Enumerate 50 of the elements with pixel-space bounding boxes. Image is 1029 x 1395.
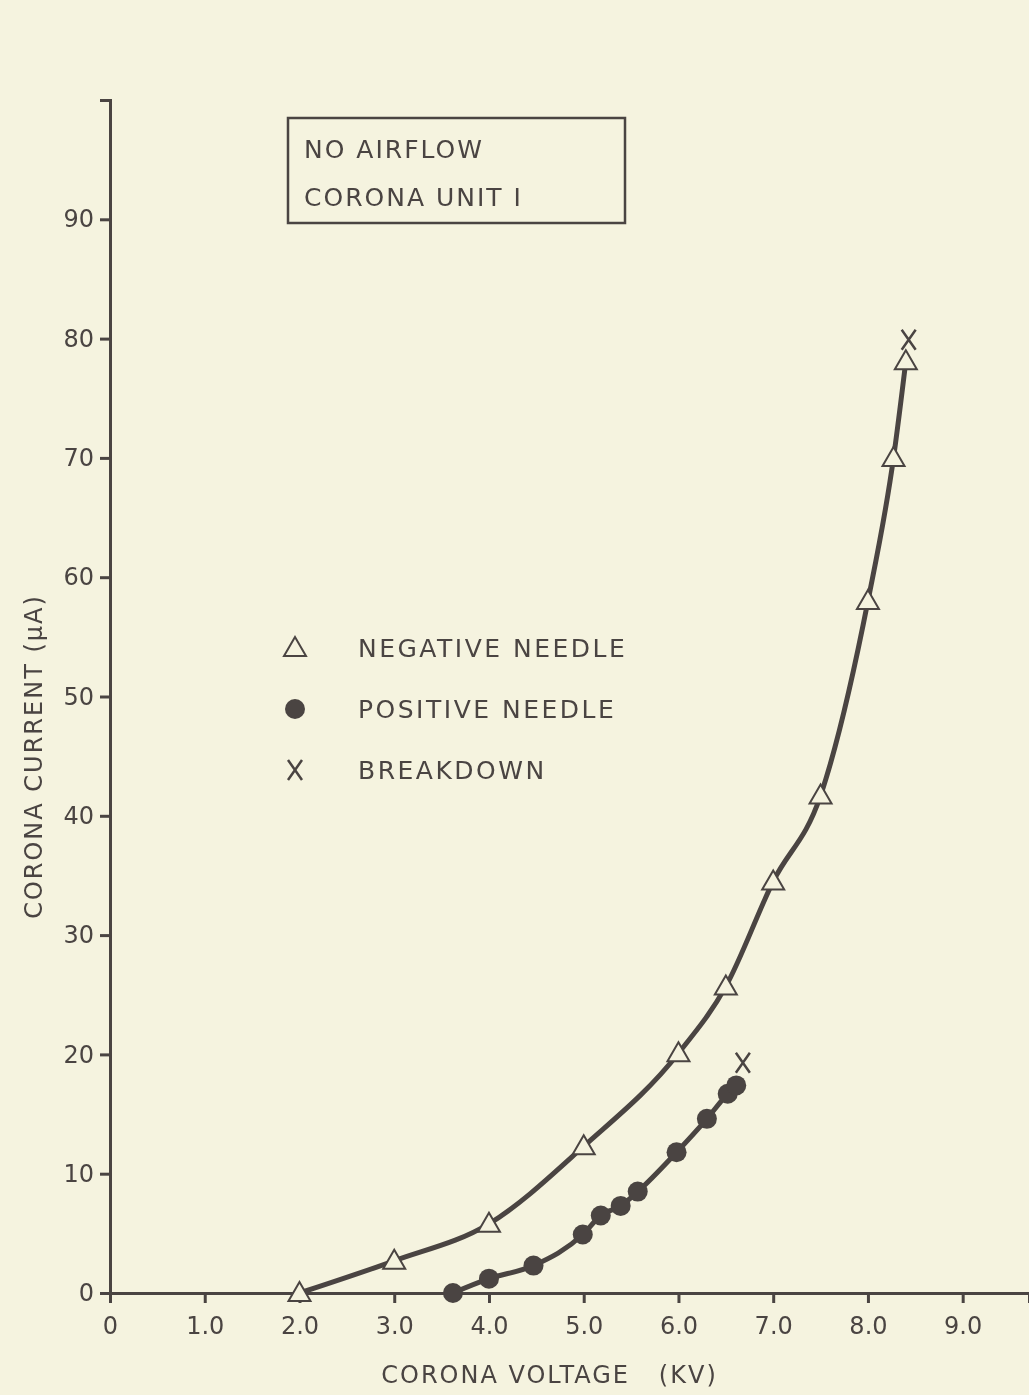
x-tick-label: 4.0 <box>470 1312 509 1341</box>
annotation: NO AIRFLOW <box>304 135 484 164</box>
point <box>523 1255 544 1276</box>
x-tick-label: 1.0 <box>186 1312 225 1341</box>
y-tick-label: 70 <box>63 444 94 473</box>
y-tick-label: 0 <box>78 1279 94 1308</box>
y-tick-label: 90 <box>63 205 94 234</box>
y-tick-label: 20 <box>63 1040 94 1069</box>
point <box>808 783 833 805</box>
point <box>893 349 918 371</box>
y-axis-title: CORONA CURRENT (μA) <box>20 594 48 919</box>
point <box>571 1134 596 1156</box>
x-tick-label: 6.0 <box>659 1312 699 1341</box>
point <box>572 1224 593 1245</box>
point <box>855 589 880 611</box>
y-tick-label: 30 <box>63 921 94 950</box>
point <box>627 1181 648 1202</box>
point <box>761 869 786 891</box>
point <box>696 1108 717 1129</box>
legend-label: BREAKDOWN <box>358 755 547 785</box>
y-tick-label: 10 <box>63 1159 94 1188</box>
annotation: CORONA UNIT I <box>304 183 523 212</box>
point <box>713 974 738 996</box>
point <box>900 328 917 352</box>
y-tick-label: 40 <box>63 801 94 830</box>
x-tick-label: 7.0 <box>754 1312 793 1341</box>
x-tick-label: 8.0 <box>849 1312 888 1341</box>
point <box>382 1248 407 1270</box>
point <box>476 1211 501 1233</box>
point <box>478 1268 499 1289</box>
legend-label: NEGATIVE NEEDLE <box>358 633 628 663</box>
x-tick-label: 5.0 <box>565 1312 604 1341</box>
x-tick-label: 3.0 <box>375 1312 414 1341</box>
point <box>610 1195 631 1216</box>
point <box>442 1283 463 1303</box>
point <box>666 1142 687 1163</box>
y-tick-label: 60 <box>63 563 94 592</box>
point <box>734 1051 752 1074</box>
point <box>881 445 906 467</box>
legend-label: POSITIVE NEEDLE <box>358 694 617 724</box>
point <box>726 1075 747 1096</box>
y-tick-label: 80 <box>63 324 94 353</box>
point <box>590 1205 611 1226</box>
x-tick-label: 2.0 <box>280 1312 320 1341</box>
y-tick-label: 50 <box>63 682 94 711</box>
point <box>666 1041 691 1063</box>
x-tick-label: 9.0 <box>944 1312 983 1341</box>
point <box>287 1281 312 1302</box>
x-tick-label: 0 <box>102 1312 119 1341</box>
x-axis-title: CORONA VOLTAGE (KV) <box>381 1361 718 1389</box>
